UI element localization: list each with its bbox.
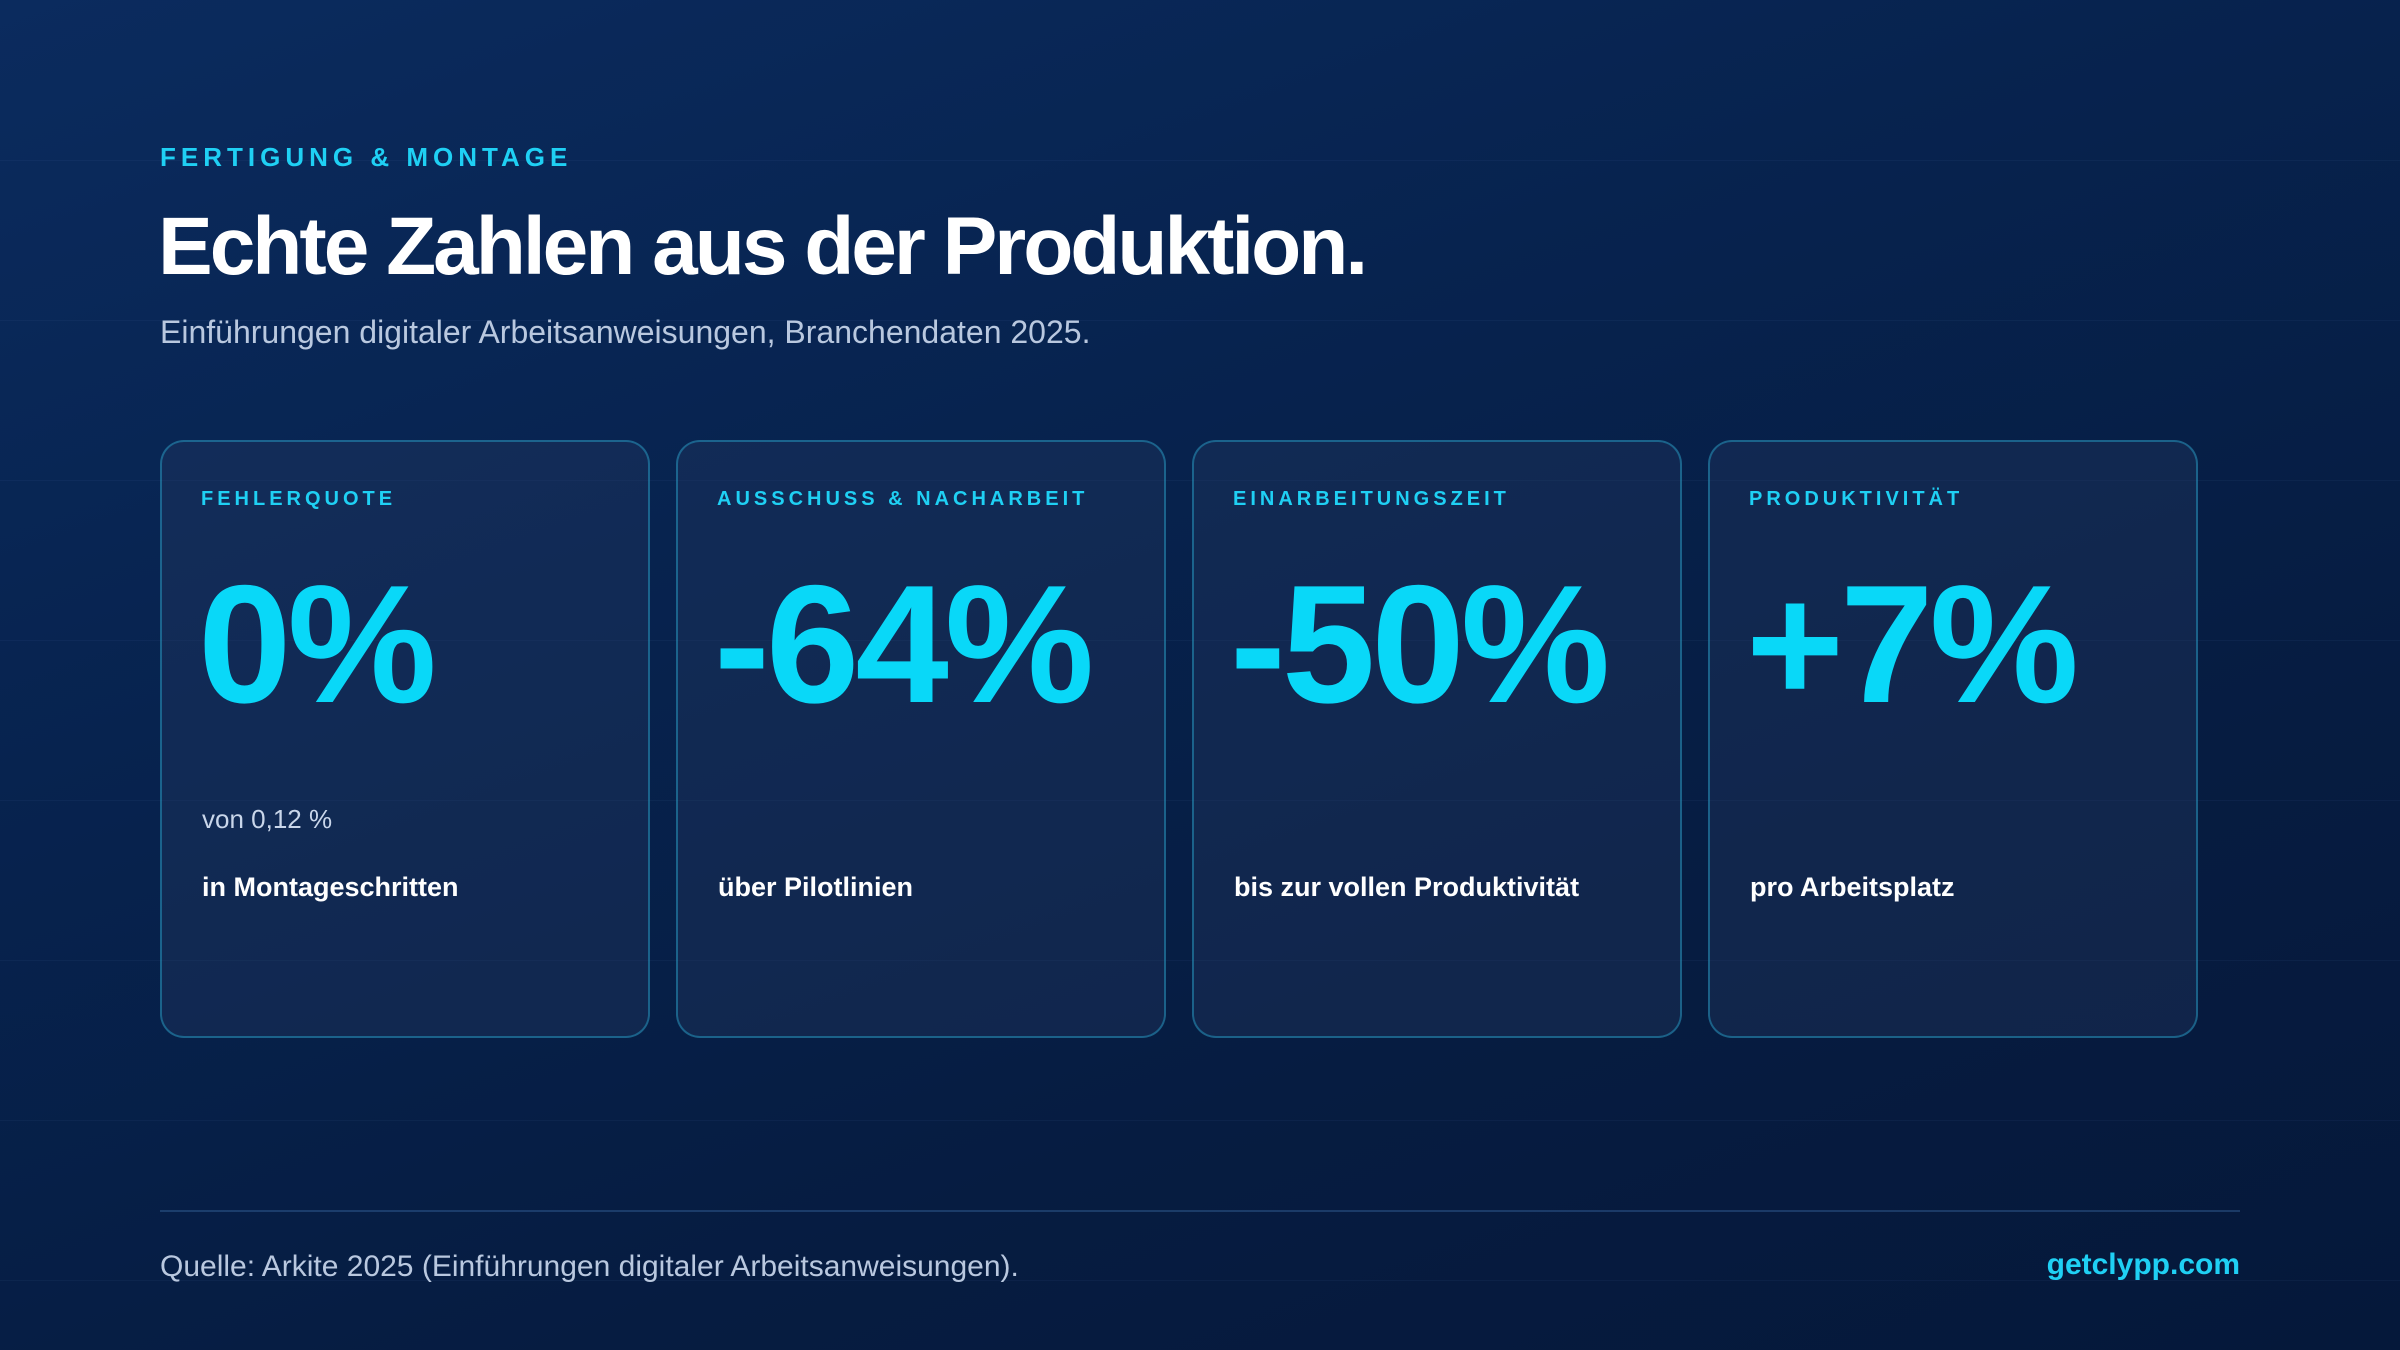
stat-card-label: AUSSCHUSS & NACHARBEIT (717, 488, 1089, 510)
eyebrow-label: FERTIGUNG & MONTAGE (160, 142, 573, 172)
footer-divider (160, 1210, 2240, 1212)
page-title: Echte Zahlen aus der Produktion. (158, 201, 1368, 292)
source-note: Quelle: Arkite 2025 (Einführungen digita… (160, 1250, 1019, 1283)
stat-card-label: FEHLERQUOTE (201, 488, 397, 510)
stat-card-value: 0% (198, 550, 437, 738)
stat-cards: FEHLERQUOTE 0% von 0,12 % in Montageschr… (160, 440, 2198, 1038)
stat-card-value: +7% (1746, 550, 2079, 738)
brand-link[interactable]: getclypp.com (2046, 1248, 2240, 1281)
stat-card-note: von 0,12 % (202, 804, 333, 834)
stat-card-description: bis zur vollen Produktivität (1234, 872, 1580, 902)
stat-card-fehlerquote: FEHLERQUOTE 0% von 0,12 % in Montageschr… (160, 440, 650, 1038)
stat-card-einarbeitungszeit: EINARBEITUNGSZEIT -50% bis zur vollen Pr… (1192, 440, 1682, 1038)
page-subtitle: Einführungen digitaler Arbeitsanweisunge… (160, 314, 1091, 350)
stat-card-description: über Pilotlinien (718, 872, 914, 902)
stat-card-produktivitaet: PRODUKTIVITÄT +7% pro Arbeitsplatz (1708, 440, 2198, 1038)
stat-card-description: in Montageschritten (202, 872, 459, 902)
stat-card-value: -64% (714, 550, 1094, 738)
stat-card-label: PRODUKTIVITÄT (1749, 488, 1964, 510)
stat-card-ausschuss: AUSSCHUSS & NACHARBEIT -64% über Pilotli… (676, 440, 1166, 1038)
stat-card-description: pro Arbeitsplatz (1750, 872, 1955, 902)
stat-card-value: -50% (1230, 550, 1610, 738)
stat-card-label: EINARBEITUNGSZEIT (1233, 488, 1510, 510)
